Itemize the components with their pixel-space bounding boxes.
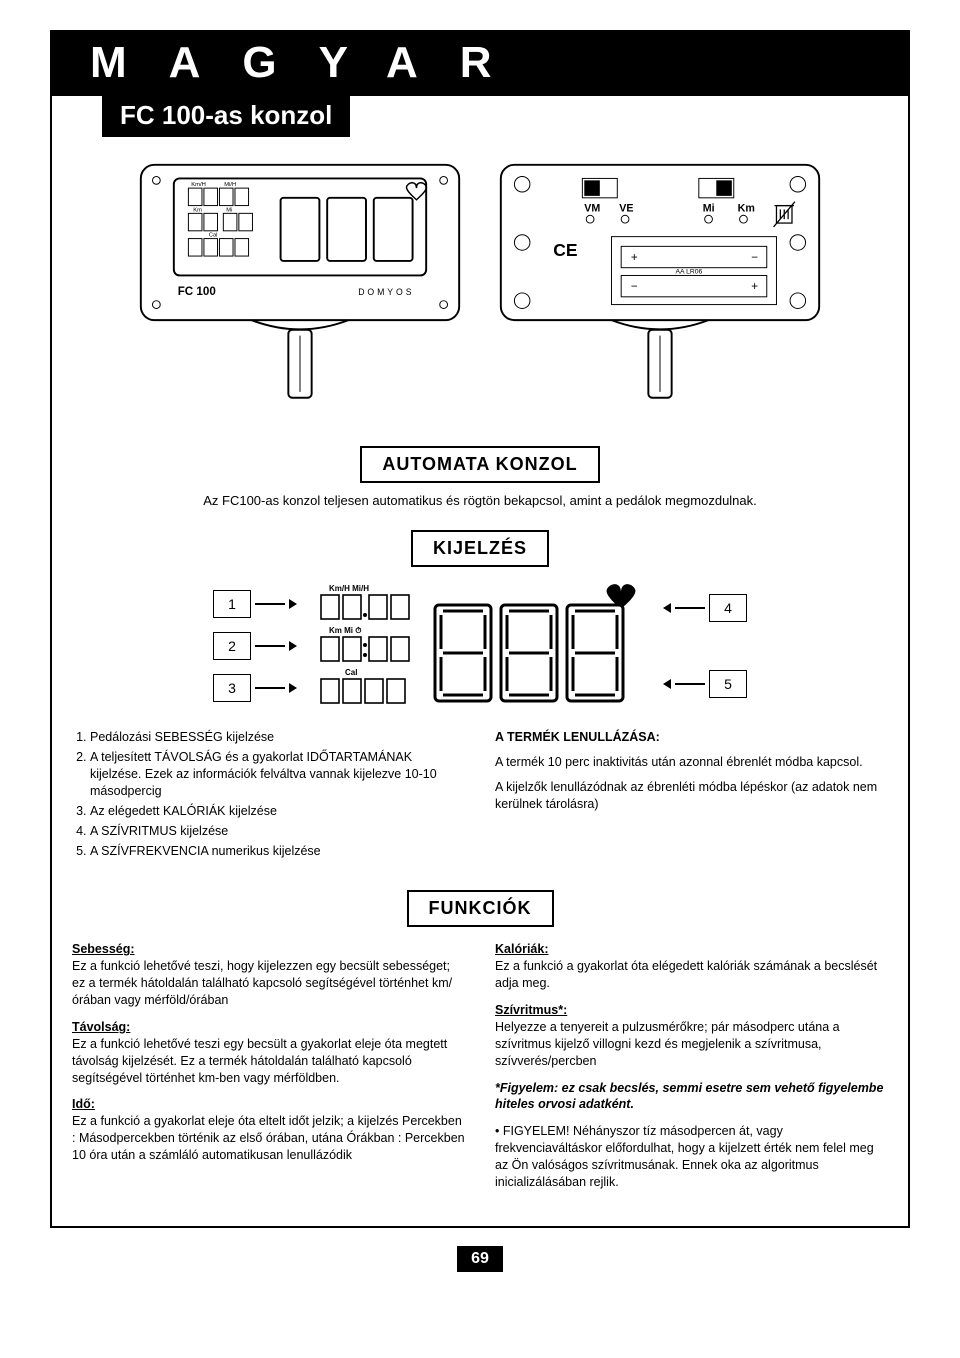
list-item: A teljesített TÁVOLSÁG és a gyakorlat ID… <box>90 749 465 800</box>
svg-text:DOMYOS: DOMYOS <box>358 287 414 297</box>
automata-text: Az FC100-as konzol teljesen automatikus … <box>72 493 888 508</box>
warning-emphasis: *Figyelem: ez csak becslés, semmi esetre… <box>495 1080 888 1114</box>
callout-2: 2 <box>213 632 251 660</box>
svg-text:VE: VE <box>619 202 633 214</box>
automata-heading: AUTOMATA KONZOL <box>360 446 599 483</box>
reset-heading: A TERMÉK LENULLÁZÁSA: <box>495 730 660 744</box>
svg-text:Km: Km <box>193 207 202 213</box>
reset-text-2: A kijelzők lenullázódnak az ébrenléti mó… <box>495 779 888 813</box>
functions-left-column: Sebesség:Ez a funkció lehetővé teszi, ho… <box>72 941 465 1200</box>
console-front-diagram: Km/H Mi/H Km Mi Cal FC 100 DOMYOS <box>135 159 465 416</box>
svg-text:Km/H Mi/H: Km/H Mi/H <box>329 584 369 593</box>
svg-text:−: − <box>751 251 758 264</box>
callout-3: 3 <box>213 674 251 702</box>
func-label-time: Idő: <box>72 1096 465 1113</box>
display-diagram: 1 2 3 Km/H Mi/H Km Mi ⏱ <box>72 581 888 711</box>
display-list-column: Pedálozási SEBESSÉG kijelzése A teljesít… <box>72 729 465 862</box>
list-item: Pedálozási SEBESSÉG kijelzése <box>90 729 465 746</box>
callout-1: 1 <box>213 590 251 618</box>
content-frame: FC 100-as konzol Km/H Mi/H <box>50 96 910 1228</box>
warning-bullet: • FIGYELEM! Néhányszor tíz másodpercen á… <box>495 1123 888 1191</box>
callout-5: 5 <box>709 670 747 698</box>
svg-text:+: + <box>631 251 638 264</box>
svg-text:−: − <box>631 280 638 293</box>
svg-text:CE: CE <box>553 240 577 260</box>
reset-text-1: A termék 10 perc inaktivitás után azonna… <box>495 754 888 771</box>
reset-column: A TERMÉK LENULLÁZÁSA: A termék 10 perc i… <box>495 729 888 862</box>
svg-text:Km/H: Km/H <box>191 182 206 188</box>
list-item: A SZÍVFREKVENCIA numerikus kijelzése <box>90 843 465 860</box>
func-label-heartrate: Szívritmus*: <box>495 1002 888 1019</box>
svg-text:Cal: Cal <box>209 233 218 239</box>
func-label-distance: Távolság: <box>72 1019 465 1036</box>
svg-text:Mi: Mi <box>703 202 715 214</box>
page-number: 69 <box>457 1246 503 1272</box>
svg-text:Km Mi ⏱: Km Mi ⏱ <box>329 625 361 635</box>
list-item: A SZÍVRITMUS kijelzése <box>90 823 465 840</box>
svg-text:FC 100: FC 100 <box>178 285 216 298</box>
svg-text:Km: Km <box>738 202 755 214</box>
list-item: Az elégedett KALÓRIÁK kijelzése <box>90 803 465 820</box>
kijelzes-heading: KIJELZÉS <box>411 530 549 567</box>
product-subtitle: FC 100-as konzol <box>102 94 350 137</box>
funkciok-heading: FUNKCIÓK <box>407 890 554 927</box>
functions-right-column: Kalóriák:Ez a funkció a gyakorlat óta el… <box>495 941 888 1200</box>
func-label-calories: Kalóriák: <box>495 941 888 958</box>
svg-text:AA LR06: AA LR06 <box>676 269 703 276</box>
func-label-speed: Sebesség: <box>72 941 465 958</box>
svg-text:VM: VM <box>584 202 600 214</box>
language-title: MAGYAR <box>50 30 910 96</box>
callout-4: 4 <box>709 594 747 622</box>
svg-text:Cal: Cal <box>345 668 357 677</box>
svg-text:Mi: Mi <box>226 207 232 213</box>
svg-text:+: + <box>751 280 758 293</box>
svg-text:Mi/H: Mi/H <box>224 182 236 188</box>
console-back-diagram: VM VE Mi Km CE <box>495 159 825 416</box>
